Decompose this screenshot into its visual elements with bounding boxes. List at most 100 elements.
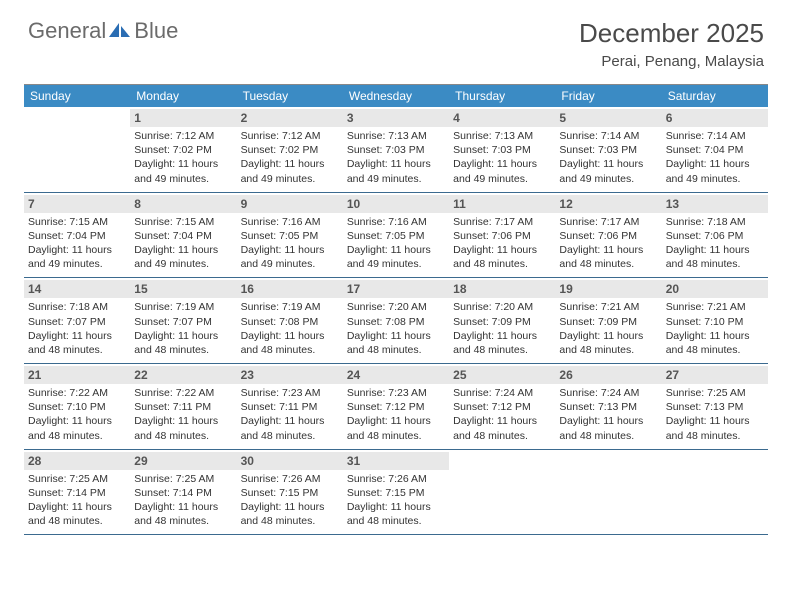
day-number: 4 bbox=[449, 109, 555, 127]
sunrise: Sunrise: 7:18 AM bbox=[666, 215, 764, 229]
day-cell: 29Sunrise: 7:25 AMSunset: 7:14 PMDayligh… bbox=[130, 450, 236, 535]
sunrise: Sunrise: 7:25 AM bbox=[28, 472, 126, 486]
sunrise: Sunrise: 7:12 AM bbox=[134, 129, 232, 143]
sunset: Sunset: 7:14 PM bbox=[28, 486, 126, 500]
daylight: Daylight: 11 hours and 49 minutes. bbox=[134, 243, 232, 271]
location: Perai, Penang, Malaysia bbox=[579, 53, 764, 70]
day-cell: 31Sunrise: 7:26 AMSunset: 7:15 PMDayligh… bbox=[343, 450, 449, 535]
sunset: Sunset: 7:06 PM bbox=[666, 229, 764, 243]
daylight: Daylight: 11 hours and 48 minutes. bbox=[453, 414, 551, 442]
sunset: Sunset: 7:06 PM bbox=[453, 229, 551, 243]
sunrise: Sunrise: 7:24 AM bbox=[559, 386, 657, 400]
day-info: Sunrise: 7:14 AMSunset: 7:03 PMDaylight:… bbox=[559, 129, 657, 186]
day-info: Sunrise: 7:25 AMSunset: 7:13 PMDaylight:… bbox=[666, 386, 764, 443]
day-info: Sunrise: 7:19 AMSunset: 7:08 PMDaylight:… bbox=[241, 300, 339, 357]
day-number: 12 bbox=[555, 195, 661, 213]
daylight: Daylight: 11 hours and 48 minutes. bbox=[241, 329, 339, 357]
sunset: Sunset: 7:05 PM bbox=[347, 229, 445, 243]
daylight: Daylight: 11 hours and 48 minutes. bbox=[559, 414, 657, 442]
sunrise: Sunrise: 7:20 AM bbox=[347, 300, 445, 314]
day-info: Sunrise: 7:17 AMSunset: 7:06 PMDaylight:… bbox=[559, 215, 657, 272]
sunset: Sunset: 7:07 PM bbox=[134, 315, 232, 329]
day-cell: 28Sunrise: 7:25 AMSunset: 7:14 PMDayligh… bbox=[24, 450, 130, 535]
day-cell: 10Sunrise: 7:16 AMSunset: 7:05 PMDayligh… bbox=[343, 193, 449, 278]
day-number: 6 bbox=[662, 109, 768, 127]
day-info: Sunrise: 7:24 AMSunset: 7:12 PMDaylight:… bbox=[453, 386, 551, 443]
sunrise: Sunrise: 7:19 AM bbox=[241, 300, 339, 314]
day-cell: 6 Sunrise: 7:14 AMSunset: 7:04 PMDaylight… bbox=[662, 107, 768, 192]
daylight: Daylight: 11 hours and 48 minutes. bbox=[241, 500, 339, 528]
day-info: Sunrise: 7:15 AMSunset: 7:04 PMDaylight:… bbox=[28, 215, 126, 272]
sunset: Sunset: 7:04 PM bbox=[28, 229, 126, 243]
week-row: 14 Sunrise: 7:18 AM Sunset: 7:07 PM Dayligh… bbox=[24, 278, 768, 364]
sunset: Sunset: 7:09 PM bbox=[453, 315, 551, 329]
day-info: Sunrise: 7:24 AMSunset: 7:13 PMDaylight:… bbox=[559, 386, 657, 443]
day-info: Sunrise: 7:23 AMSunset: 7:12 PMDaylight:… bbox=[347, 386, 445, 443]
day-cell: 23Sunrise: 7:23 AMSunset: 7:11 PMDayligh… bbox=[237, 364, 343, 449]
day-cell: 25Sunrise: 7:24 AMSunset: 7:12 PMDayligh… bbox=[449, 364, 555, 449]
sunrise: Sunrise: 7:13 AM bbox=[453, 129, 551, 143]
day-cell: 16Sunrise: 7:19 AMSunset: 7:08 PMDayligh… bbox=[237, 278, 343, 363]
day-cell: 22Sunrise: 7:22 AMSunset: 7:11 PMDayligh… bbox=[130, 364, 236, 449]
daylight: Daylight: 11 hours and 48 minutes. bbox=[666, 329, 764, 357]
daylight: Daylight: 11 hours and 48 minutes. bbox=[453, 329, 551, 357]
day-empty: . bbox=[555, 450, 661, 535]
sunrise: Sunrise: 7:17 AM bbox=[453, 215, 551, 229]
day-empty: . bbox=[449, 450, 555, 535]
day-number: 27 bbox=[662, 366, 768, 384]
sunset: Sunset: 7:14 PM bbox=[134, 486, 232, 500]
sunset: Sunset: 7:15 PM bbox=[347, 486, 445, 500]
sunrise: Sunrise: 7:26 AM bbox=[347, 472, 445, 486]
dow-wednesday: Wednesday bbox=[343, 85, 449, 107]
dow-monday: Monday bbox=[130, 85, 236, 107]
day-info: Sunrise: 7:14 AMSunset: 7:04 PMDaylight:… bbox=[666, 129, 764, 186]
day-cell: 12 Sunrise: 7:17 AMSunset: 7:06 PMDayligh… bbox=[555, 193, 661, 278]
day-info: Sunrise: 7:18 AMSunset: 7:06 PMDaylight:… bbox=[666, 215, 764, 272]
day-info: Sunrise: 7:23 AMSunset: 7:11 PMDaylight:… bbox=[241, 386, 339, 443]
sunset: Sunset: 7:12 PM bbox=[347, 400, 445, 414]
daylight: Daylight: 11 hours and 48 minutes. bbox=[134, 500, 232, 528]
day-info: Sunrise: 7:20 AMSunset: 7:09 PMDaylight:… bbox=[453, 300, 551, 357]
brand-part1: General bbox=[28, 18, 106, 44]
day-number: 14 bbox=[24, 280, 130, 298]
day-number: 29 bbox=[130, 452, 236, 470]
dow-tuesday: Tuesday bbox=[237, 85, 343, 107]
sunrise: Sunrise: 7:20 AM bbox=[453, 300, 551, 314]
day-cell: 7Sunrise: 7:15 AMSunset: 7:04 PMDaylight… bbox=[24, 193, 130, 278]
day-cell: 14Sunrise: 7:18 AMSunset: 7:07 PMDayligh… bbox=[24, 278, 130, 363]
day-number: 21 bbox=[24, 366, 130, 384]
daylight: Daylight: 11 hours and 48 minutes. bbox=[666, 243, 764, 271]
day-cell: 17 Sunrise: 7:20 AMSunset: 7:08 PMDayligh… bbox=[343, 278, 449, 363]
day-number: 28 bbox=[24, 452, 130, 470]
day-info: Sunrise: 7:26 AMSunset: 7:15 PMDaylight:… bbox=[347, 472, 445, 529]
sunrise: Sunrise: 7:18 AM bbox=[28, 300, 126, 314]
sunset: Sunset: 7:15 PM bbox=[241, 486, 339, 500]
daylight: Daylight: 11 hours and 49 minutes. bbox=[559, 157, 657, 185]
day-number: 13 bbox=[662, 195, 768, 213]
daylight: Daylight: 11 hours and 48 minutes. bbox=[453, 243, 551, 271]
daylight: Daylight: 11 hours and 48 minutes. bbox=[666, 414, 764, 442]
daylight: Daylight: 11 hours and 49 minutes. bbox=[241, 157, 339, 185]
sunset: Sunset: 7:12 PM bbox=[453, 400, 551, 414]
sunset: Sunset: 7:02 PM bbox=[134, 143, 232, 157]
sunrise: Sunrise: 7:17 AM bbox=[559, 215, 657, 229]
day-cell: 21Sunrise: 7:22 AMSunset: 7:10 PMDayligh… bbox=[24, 364, 130, 449]
dow-thursday: Thursday bbox=[449, 85, 555, 107]
day-cell: 5Sunrise: 7:14 AMSunset: 7:03 PMDaylight… bbox=[555, 107, 661, 192]
week-row: .1Sunrise: 7:12 AMSunset: 7:02 PMDayligh… bbox=[24, 107, 768, 193]
brand-logo: General Blue bbox=[28, 18, 178, 44]
day-number: 30 bbox=[237, 452, 343, 470]
sunrise: Sunrise: 7:24 AM bbox=[453, 386, 551, 400]
daylight: Daylight: 11 hours and 49 minutes. bbox=[347, 243, 445, 271]
day-number: 26 bbox=[555, 366, 661, 384]
day-cell: 27 Sunrise: 7:25 AMSunset: 7:13 PMDayligh… bbox=[662, 364, 768, 449]
dow-saturday: Saturday bbox=[662, 85, 768, 107]
day-number: 20 bbox=[662, 280, 768, 298]
day-info: Sunrise: 7:26 AMSunset: 7:15 PMDaylight:… bbox=[241, 472, 339, 529]
day-cell: 11Sunrise: 7:17 AMSunset: 7:06 PMDayligh… bbox=[449, 193, 555, 278]
day-number: 24 bbox=[343, 366, 449, 384]
day-number: 17 bbox=[343, 280, 449, 298]
day-info: Sunrise: 7:20 AMSunset: 7:08 PMDaylight:… bbox=[347, 300, 445, 357]
day-number: 8 bbox=[130, 195, 236, 213]
month-title: December 2025 bbox=[579, 18, 764, 49]
